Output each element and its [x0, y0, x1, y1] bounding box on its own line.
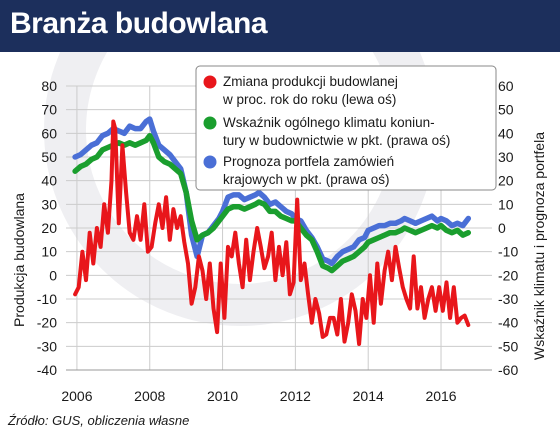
- legend-label: Prognoza portfela zamówień: [223, 154, 394, 169]
- y-ticks-right: 60 50 40 30 20 10 0 -10 -20 -30 -40 -50 -60: [498, 78, 518, 378]
- y-tick-label-left: 50: [41, 149, 57, 165]
- y-tick-label-right: 10: [498, 196, 514, 212]
- y-tick-label-right: -30: [498, 291, 518, 307]
- y-tick-label-right: 30: [498, 149, 514, 165]
- x-tick-label: 2008: [134, 388, 165, 404]
- y-tick-label-left: 10: [41, 244, 57, 260]
- y-tick-label-right: -60: [498, 362, 518, 378]
- x-tick-label: 2014: [353, 388, 384, 404]
- y-tick-label-right: 50: [498, 102, 514, 118]
- y-tick-label-left: 70: [41, 102, 57, 118]
- legend-label: w proc. rok do roku (lewa oś): [222, 92, 396, 107]
- y-tick-label-left: -10: [37, 291, 57, 307]
- y-tick-label-left: 20: [41, 220, 57, 236]
- y-tick-label-right: 0: [498, 220, 506, 236]
- y-tick-label-right: 60: [498, 78, 514, 94]
- legend-box: [195, 65, 497, 191]
- series-line-climate: [72, 132, 472, 274]
- legend-label: Wskaźnik ogólnego klimatu koniun-: [223, 115, 435, 130]
- legend-marker-climate: [203, 116, 217, 130]
- y-tick-label-left: -30: [37, 338, 57, 354]
- y-tick-label-right: 40: [498, 125, 514, 141]
- source-note: Źródło: GUS, obliczenia własne: [8, 413, 190, 428]
- y-tick-label-left: 40: [41, 173, 57, 189]
- x-tick-label: 2010: [207, 388, 238, 404]
- y-tick-label-right: -10: [498, 244, 518, 260]
- series: [72, 116, 472, 346]
- y-tick-label-right: -20: [498, 267, 518, 283]
- page-title: Branża budowlana: [10, 7, 268, 40]
- x-tick-label: 2012: [280, 388, 311, 404]
- y-tick-label-left: -40: [37, 362, 57, 378]
- y-tick-label-left: -20: [37, 315, 57, 331]
- y-axis-title-left: Produkcja budowlana: [11, 193, 27, 327]
- y-tick-label-right: 20: [498, 173, 514, 189]
- legend-label: krajowych w pkt. (prawa oś): [223, 172, 390, 187]
- y-tick-label-right: -40: [498, 315, 518, 331]
- y-ticks-left: 80 70 60 50 40 30 20 10 0 -10 -20 -30 -40: [37, 78, 57, 378]
- x-tick-label: 2016: [425, 388, 456, 404]
- y-tick-label-left: 60: [41, 125, 57, 141]
- y-axis-title-right: Wskaźnik klimatu i prognoza portfela: [531, 132, 547, 360]
- header-bar: Branża budowlana: [0, 0, 560, 52]
- legend-label: tury w budownictwie w pkt. (prawa oś): [223, 133, 450, 148]
- y-tick-label-left: 30: [41, 196, 57, 212]
- legend-marker-production: [203, 75, 217, 89]
- y-tick-label-left: 80: [41, 78, 57, 94]
- legend: Zmiana produkcji budowlanej w proc. rok d…: [195, 65, 497, 191]
- series-line-portfolio: [72, 116, 472, 267]
- legend-label: Zmiana produkcji budowlanej: [223, 74, 398, 89]
- legend-marker-portfolio: [203, 155, 217, 169]
- x-ticks: 2006 2008 2010 2012 2014 2016: [61, 388, 456, 404]
- series-line-production: [73, 119, 471, 346]
- y-tick-label-right: -50: [498, 338, 518, 354]
- x-tick-label: 2006: [61, 388, 92, 404]
- y-tick-label-left: 0: [49, 267, 57, 283]
